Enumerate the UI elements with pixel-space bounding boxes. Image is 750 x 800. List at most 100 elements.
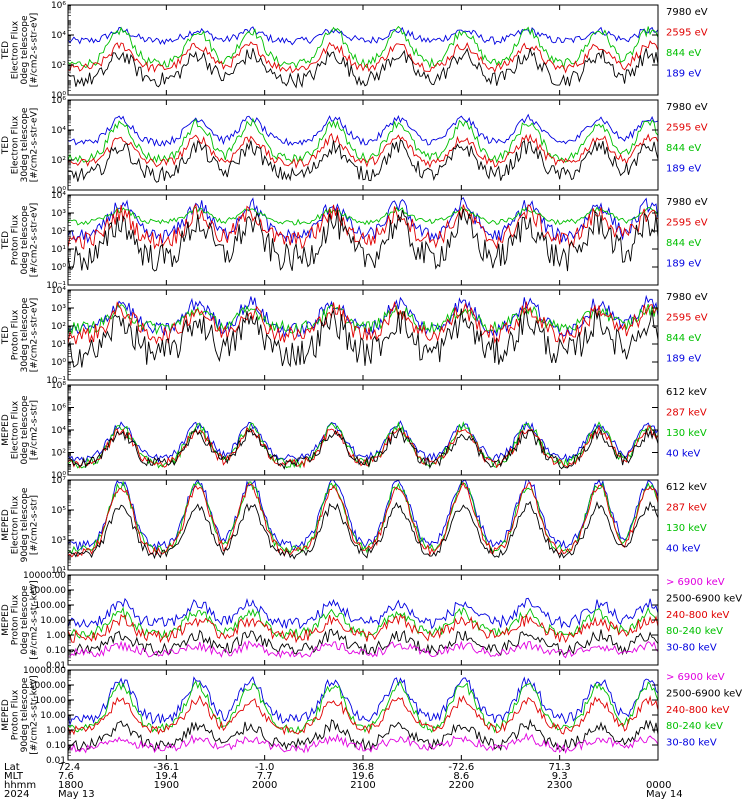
series-line-2595-ev <box>67 132 659 169</box>
x-axis-tick-value: -36.1 <box>153 762 179 773</box>
series-line-240-800-kev <box>67 613 659 644</box>
y-tick-label: 10² <box>51 449 66 459</box>
y-axis-label-line: 90deg telescope <box>20 677 30 752</box>
y-tick-label: 0.01 <box>46 756 66 766</box>
y-axis-label-line: TED <box>1 41 11 60</box>
y-tick-label: 10² <box>51 156 66 166</box>
series-line-844-ev <box>67 303 659 336</box>
y-tick-label: 10⁰ <box>51 91 66 101</box>
legend-entry: 130 keV <box>666 428 707 439</box>
y-tick-label: 10⁴ <box>51 286 66 296</box>
x-axis-tick-value: -1.0 <box>255 762 275 773</box>
x-axis-tick-value: 2300 <box>547 780 572 791</box>
y-tick-label: 10⁴ <box>51 191 66 201</box>
x-axis-tick-value: 36.8 <box>352 762 374 773</box>
legend-entry: 130 keV <box>666 523 707 534</box>
series-line-40-kev <box>67 478 659 551</box>
panel-frame <box>67 99 659 191</box>
y-tick-label: 10000.00 <box>23 571 66 581</box>
y-axis-label-line: Electron Flux <box>11 20 21 79</box>
y-tick-label: 1000.00 <box>29 586 66 596</box>
series-line-2595-ev <box>67 202 659 250</box>
x-axis-tick-value: 2100 <box>350 780 375 791</box>
series-line-7980-ev <box>67 208 659 272</box>
y-tick-label: 10³ <box>51 304 66 314</box>
x-axis-tick-value: May 14 <box>646 789 683 800</box>
x-axis-tick-value: 0000 <box>646 780 671 791</box>
x-axis-tick-value: 1800 <box>58 780 83 791</box>
legend-entry: 30-80 keV <box>666 643 717 654</box>
legend-entry: 80-240 keV <box>666 626 723 637</box>
series-line-612-kev <box>67 500 659 560</box>
y-axis-label-line: Proton Flux <box>11 594 21 645</box>
x-axis-tick-value: 1900 <box>154 780 179 791</box>
y-axis-label-line: Electron Flux <box>11 115 21 174</box>
y-axis-label-line: [#/cm2-s-str-keV] <box>30 580 40 659</box>
legend-entry: 612 keV <box>666 387 707 398</box>
legend-entry: > 6900 keV <box>666 577 725 588</box>
y-tick-label: 10⁶ <box>51 96 66 106</box>
panel-3: 10⁻¹ 10⁰ 10¹ 10² 10³ 10⁴ TED Proton Flux 0deg te… <box>1 191 708 291</box>
y-tick-label: 1000.00 <box>29 681 66 691</box>
legend-entry: 240-800 keV <box>666 610 730 621</box>
y-axis-label-line: 0deg telescope <box>20 585 30 655</box>
x-axis-row-label: Lat <box>4 762 20 773</box>
y-axis-label-line: Proton Flux <box>11 309 21 360</box>
x-axis-row-label: hhmm <box>4 780 36 791</box>
panel-4: 10⁻¹ 10⁰ 10¹ 10² 10³ 10⁴ TED Proton Flux 30deg t… <box>1 286 708 386</box>
y-tick-label: 0.01 <box>46 661 66 671</box>
x-axis-tick-value: 71.3 <box>549 762 571 773</box>
y-tick-label: 10² <box>51 227 66 237</box>
y-axis-label-line: TED <box>1 231 11 250</box>
series-line-189-ev <box>67 197 659 244</box>
y-axis-label-line: [#/cm2-s-str-keV] <box>30 675 40 754</box>
legend-entry: 2595 eV <box>666 28 708 39</box>
y-tick-label: 1.00 <box>46 631 66 641</box>
y-axis-label-line: Proton Flux <box>11 689 21 740</box>
legend-entry: 7980 eV <box>666 7 708 18</box>
y-tick-label: 10⁰ <box>51 358 66 368</box>
y-tick-label: 10⁰ <box>51 263 66 273</box>
y-axis-label-line: Electron Flux <box>11 495 21 554</box>
y-tick-label: 0.10 <box>46 741 66 751</box>
y-tick-label: 10³ <box>51 209 66 219</box>
y-tick-label: 10¹ <box>51 340 66 350</box>
y-tick-label: 10.00 <box>40 616 66 626</box>
series-line-2500-6900-kev <box>67 718 659 752</box>
x-axis-tick-value: 7.6 <box>58 771 74 782</box>
y-axis-label-line: [#/cm2-s-str] <box>30 400 40 460</box>
y-axis-label-line: [#/cm2-s-str-eV] <box>30 298 40 373</box>
series-line-2595-ev <box>67 40 659 74</box>
panel-6: 10¹ 10³ 10⁵ 10⁷ MEPED Electron Flux 90deg tele… <box>1 476 707 576</box>
series-line-30-80-kev <box>67 676 659 727</box>
legend-entry: 7980 eV <box>666 292 708 303</box>
series-line-2595-ev <box>67 301 659 345</box>
x-axis-tick-value: 9.3 <box>552 771 568 782</box>
y-axis-label-line: [#/cm2-s-str-eV] <box>30 108 40 183</box>
x-axis-tick-value: 7.7 <box>257 771 273 782</box>
y-axis-label-line: 30deg telescope <box>20 297 30 372</box>
series-line-240-800-kev <box>67 694 659 736</box>
y-tick-label: 10¹ <box>51 566 66 576</box>
y-axis-label-line: Proton Flux <box>11 214 21 265</box>
y-tick-label: 10⁰ <box>51 471 66 481</box>
legend-entry: 40 keV <box>666 544 700 555</box>
y-tick-label: 10⁸ <box>51 381 66 391</box>
y-tick-label: 10⁻¹ <box>46 376 66 386</box>
legend-entry: 80-240 keV <box>666 721 723 732</box>
legend-entry: 189 eV <box>666 69 701 80</box>
x-axis-tick-value: 19.4 <box>155 771 177 782</box>
x-axis-tick-value: -72.6 <box>448 762 474 773</box>
y-tick-label: 10.00 <box>40 711 66 721</box>
y-tick-label: 10¹ <box>51 245 66 255</box>
series-line-844-ev <box>67 117 659 165</box>
y-axis-label-line: 90deg telescope <box>20 487 30 562</box>
x-axis-tick-value: May 13 <box>58 789 95 800</box>
legend-entry: 612 keV <box>666 482 707 493</box>
x-axis-tick-value: 19.6 <box>352 771 374 782</box>
y-tick-label: 10⁴ <box>51 426 66 436</box>
legend-entry: 7980 eV <box>666 102 708 113</box>
panel-5: 10⁰ 10² 10⁴ 10⁶ 10⁸ MEPED Electron Flux 0deg te… <box>1 381 707 481</box>
series-line-844-ev <box>67 206 659 226</box>
